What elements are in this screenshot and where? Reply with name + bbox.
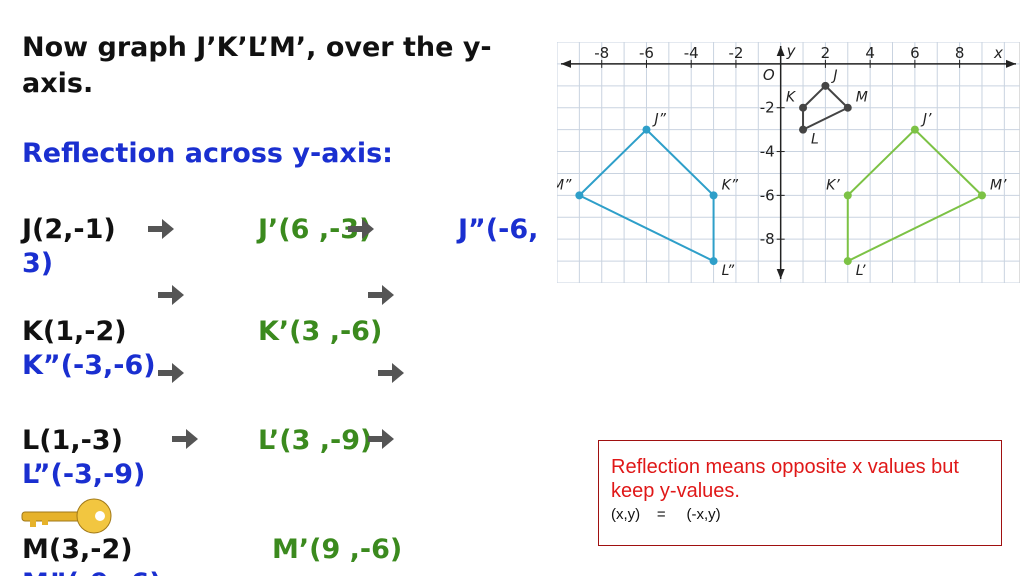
vertex-label: M”	[557, 177, 572, 193]
reflected-once: K’(3 ,-6)	[258, 316, 383, 347]
row: M(3,-2) M’(9 ,-6) M”(-9,-6)	[22, 533, 562, 576]
vertex-label: L”	[722, 263, 735, 279]
x-axis-label: x	[993, 44, 1003, 62]
vertex-label: J’	[920, 112, 932, 128]
reflected-twice: K”(-3,-6)	[22, 350, 156, 381]
x-tick-label: 8	[955, 44, 965, 62]
rule-left: (x,y)	[611, 506, 641, 523]
subtitle: Reflection across y-axis:	[22, 138, 393, 169]
reflected-once: J’(6 ,-3)	[258, 214, 372, 245]
vertex	[910, 125, 919, 134]
vertex	[575, 191, 584, 200]
vertex-label: M	[856, 90, 868, 106]
title: Now graph J’K’L’M’, over the y-axis.	[22, 32, 492, 99]
coordinate-graph: -8 -6 -4 -2 2 4 6 8 -2 -4 -6 -8 x yO J K L M J’ K’ L’ M’ J” K” L…	[557, 42, 1020, 283]
vertex-label: K	[786, 90, 797, 106]
vertex	[709, 257, 718, 266]
y-tick-label: -6	[760, 186, 775, 204]
x-tick-label: -8	[594, 44, 609, 62]
vertex	[642, 125, 651, 134]
row: L(1,-3) L’(3 ,-9) L”(-3,-9)	[22, 424, 562, 492]
vertex	[821, 81, 830, 90]
y-axis-label: y	[786, 42, 797, 60]
vertex	[709, 191, 718, 200]
origin-label: O	[763, 66, 775, 84]
vertex	[843, 103, 852, 112]
x-tick-label: 2	[821, 44, 831, 62]
vertex	[843, 257, 852, 266]
note-box: Reflection means opposite x values but k…	[598, 440, 1002, 546]
x-tick-label: 4	[865, 44, 875, 62]
original: J(2,-1)	[22, 214, 116, 245]
x-tick-label: -2	[728, 44, 743, 62]
y-tick-label: -2	[760, 99, 775, 117]
y-tick-label: -8	[760, 230, 775, 248]
note-text: Reflection means opposite x values but k…	[611, 456, 959, 502]
reflected-once: L’(3 ,-9)	[258, 425, 373, 456]
rule-right: (-x,y)	[686, 506, 721, 523]
vertex-label: L	[811, 132, 819, 148]
original: M(3,-2)	[22, 534, 133, 565]
reflected-twice: M”(-9,-6)	[22, 568, 162, 576]
row: K(1,-2) K’(3 ,-6) K”(-3,-6)	[22, 315, 562, 383]
vertex	[799, 103, 808, 112]
vertex-label: J	[830, 68, 837, 84]
vertex-label: K”	[722, 177, 739, 193]
x-tick-label: -4	[684, 44, 699, 62]
vertex-label: K’	[826, 177, 840, 193]
graph-background	[557, 42, 1020, 283]
x-tick-label: -6	[639, 44, 654, 62]
vertex-label: J”	[651, 112, 666, 128]
vertex-label: L’	[856, 263, 866, 279]
reflected-twice: J”(-6, 3)	[22, 214, 539, 279]
original: K(1,-2)	[22, 316, 127, 347]
vertex	[799, 125, 808, 134]
vertex	[843, 191, 852, 200]
rule-equals: =	[656, 506, 666, 523]
y-tick-label: -4	[760, 143, 775, 161]
x-tick-label: 6	[910, 44, 920, 62]
row: J(2,-1) J’(6 ,-3) J”(-6, 3)	[22, 213, 562, 281]
original: L(1,-3)	[22, 425, 123, 456]
reflected-twice: L”(-3,-9)	[22, 459, 146, 490]
reflected-once: M’(9 ,-6)	[272, 534, 403, 565]
vertex	[977, 191, 986, 200]
key-icon	[21, 498, 112, 534]
vertex-label: M’	[990, 177, 1007, 193]
rule: (x,y) = (-x,y)	[611, 503, 989, 527]
